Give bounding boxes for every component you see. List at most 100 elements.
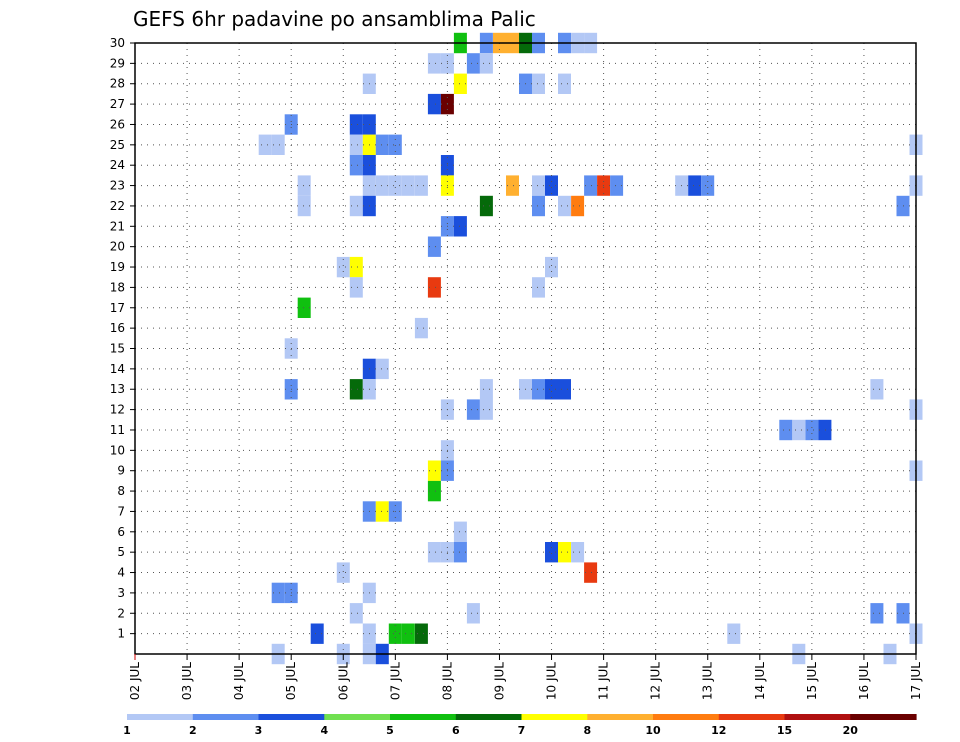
heatmap-cell [297,175,311,196]
heatmap-cell [349,379,363,400]
heatmap-cell [479,379,493,400]
x-axis: 02 JUL 03 JUL 04 JUL 05 JUL 06 JUL 07 JUL 08 J… [128,654,923,700]
heatmap-cell [375,501,389,522]
heatmap-cell [727,623,741,644]
x-tick-label: 11 JUL [597,662,611,700]
x-tick-label: 14 JUL [753,662,767,700]
legend-label: 4 [320,724,328,737]
heatmap-cell [271,134,285,155]
y-tick-label: 17 [110,301,125,315]
heatmap-cell [427,236,441,257]
heatmap-cell [584,562,598,583]
legend-label: 6 [452,724,460,737]
heatmap-cell [532,175,545,196]
heatmap-cell [545,175,558,196]
heatmap-cell [466,603,480,624]
y-tick-label: 11 [110,423,125,437]
heatmap-cell [453,521,467,542]
chart-title: GEFS 6hr padavine po ansamblima Palic [133,7,536,31]
heatmap-cell [427,460,441,481]
x-tick-label: 03 JUL [180,662,194,700]
heatmap-cell [558,195,571,217]
heatmap-cell [532,195,545,217]
x-tick-label: 12 JUL [649,662,663,700]
heatmap-cell [610,175,624,196]
y-tick-label: 2 [117,606,125,620]
y-tick-label: 25 [110,138,125,152]
y-tick-label: 19 [110,260,125,274]
legend-label: 3 [255,724,263,737]
heatmap-cell [466,399,480,420]
x-tick-label: 04 JUL [232,662,246,700]
legend-label: 5 [386,724,394,737]
heatmap-cell [545,379,558,400]
heatmap-cell [688,175,702,196]
heatmap-cell [297,195,311,217]
heatmap-cell [414,623,428,644]
heatmap-cell [479,399,493,420]
legend-label: 20 [843,724,859,737]
heatmap-cell [401,623,415,644]
heatmap-cell [336,562,350,583]
y-tick-label: 29 [110,56,125,70]
heatmap-cell [792,419,806,441]
legend-swatch [390,714,457,720]
legend-label: 7 [518,724,526,737]
y-tick-label: 8 [117,484,125,498]
heatmap-cell [414,317,428,339]
y-tick-label: 13 [110,382,125,396]
heatmap-cell [388,623,402,644]
heatmap-cell [401,175,415,196]
color-legend: 1 2 3 4 5 6 7 8 10 12 15 20 [123,714,917,737]
legend-label: 12 [711,724,726,737]
heatmap-cell [453,216,467,237]
y-tick-label: 1 [117,627,125,641]
y-tick-label: 22 [110,199,125,213]
x-tick-label: 02 JUL [128,662,142,700]
legend-swatch [324,714,391,720]
x-tick-label: 17 JUL [909,662,923,700]
y-tick-label: 30 [110,36,125,50]
heatmap-cell [532,379,545,400]
heatmap-cell [271,582,285,604]
legend-swatch [653,714,720,720]
y-tick-label: 12 [110,403,125,417]
heatmap-cell [388,175,402,196]
x-tick-label: 16 JUL [857,662,871,700]
heatmap-cell [427,480,441,502]
legend-swatch [258,714,325,720]
y-tick-label: 9 [117,464,125,478]
legend-swatch [718,714,786,720]
heatmap-cell [375,134,389,155]
heatmap-cell [479,195,493,217]
heatmap-cell [427,93,441,115]
heatmap-cell [479,53,493,74]
heatmap-cell [349,277,363,298]
y-tick-label: 21 [110,219,125,233]
y-tick-label: 26 [110,117,125,131]
heatmap-cell [466,53,480,74]
y-tick-label: 16 [110,321,125,335]
heatmap-cell [427,53,441,74]
heatmap-cell [336,256,350,278]
heatmap-cell [349,195,363,217]
y-tick-label: 3 [117,586,125,600]
y-tick-label: 18 [110,280,125,294]
heatmap-cell [558,542,571,563]
heatmap-cell [545,256,558,278]
legend-swatch [192,714,260,720]
y-axis: 1234567891011121314151617181920212223242… [110,36,135,641]
legend-swatch [127,714,194,720]
y-tick-label: 27 [110,97,125,111]
y-tick-label: 10 [110,443,125,457]
legend-label: 2 [189,724,197,737]
legend-swatch [521,714,588,720]
x-tick-label: 06 JUL [336,662,350,700]
legend-label: 15 [777,724,792,737]
legend-label: 8 [583,724,591,737]
heatmap-cell [375,175,389,196]
x-tick-label: 13 JUL [701,662,715,700]
heatmap-cell [349,114,363,135]
heatmap-cell [258,134,272,155]
